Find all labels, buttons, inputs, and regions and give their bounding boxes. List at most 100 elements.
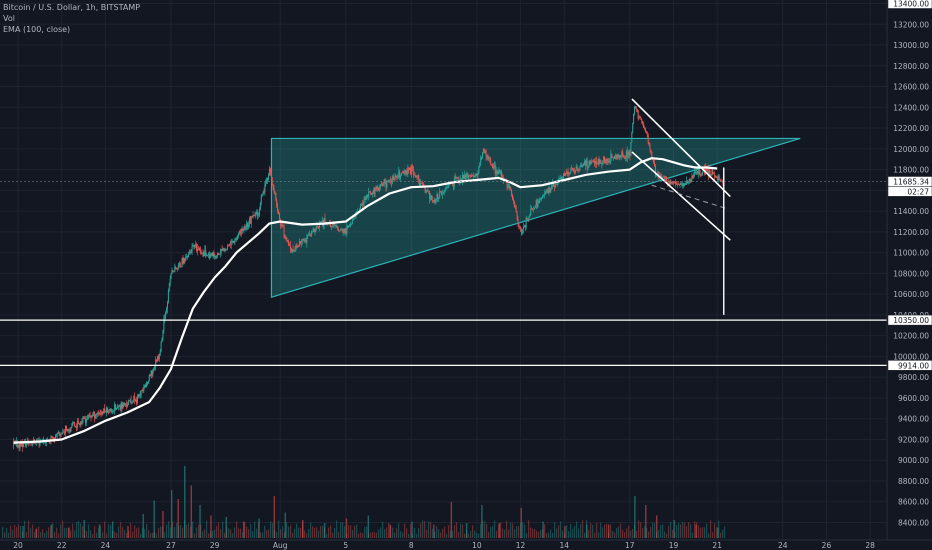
candle-body bbox=[116, 408, 118, 410]
candle-body bbox=[534, 205, 536, 208]
candle-body bbox=[390, 180, 392, 182]
volume-bar bbox=[96, 532, 98, 538]
candle-body bbox=[144, 384, 146, 387]
candle-body bbox=[410, 167, 412, 175]
candle-body bbox=[410, 166, 412, 175]
candle-body bbox=[346, 226, 348, 234]
volume-bar bbox=[584, 532, 586, 538]
volume-bar bbox=[562, 530, 564, 538]
volume-bar bbox=[348, 525, 350, 538]
candle-body bbox=[621, 151, 623, 156]
volume-bar bbox=[4, 532, 6, 538]
triangle-pattern[interactable] bbox=[270, 137, 801, 299]
price-axis[interactable]: 8400.00 8600.00 8800.00 9000.00 9200.00 9400.… bbox=[886, 0, 932, 550]
candle-body bbox=[76, 420, 78, 428]
candle-body bbox=[377, 187, 379, 190]
candle-body bbox=[607, 159, 609, 162]
candle-body bbox=[55, 434, 57, 436]
candle-body bbox=[126, 404, 128, 407]
candle-body bbox=[92, 414, 94, 417]
volume-bar bbox=[678, 523, 680, 538]
candle-body bbox=[94, 412, 96, 419]
candle-body bbox=[150, 370, 152, 377]
volume-bar bbox=[304, 530, 306, 538]
candle-body bbox=[587, 166, 589, 169]
candle-body bbox=[436, 194, 438, 200]
candle-body bbox=[592, 160, 594, 162]
candle-body bbox=[143, 386, 145, 391]
candle-body bbox=[209, 255, 211, 259]
volume-bar bbox=[216, 525, 218, 538]
volume-bar bbox=[256, 528, 258, 538]
candle-body bbox=[231, 241, 233, 242]
candle-body bbox=[614, 156, 616, 157]
candle-body bbox=[639, 117, 641, 119]
candle-body bbox=[615, 156, 617, 160]
volume-bar bbox=[206, 520, 208, 538]
candle-body bbox=[654, 166, 656, 176]
candle-body bbox=[360, 204, 362, 206]
candle-body bbox=[426, 190, 428, 192]
volume-bar bbox=[260, 532, 262, 538]
candle-body bbox=[433, 199, 435, 203]
volume-bar bbox=[692, 532, 694, 538]
volume-bar bbox=[180, 525, 182, 538]
time-axis[interactable]: 20 22 24 27 29 Aug 5 8 10 12 14 17 19 21 24 26 28 bbox=[0, 539, 932, 550]
volume-bar bbox=[242, 532, 244, 538]
volume-bar bbox=[270, 521, 272, 538]
candle-body bbox=[414, 175, 416, 177]
price-tick-label: 12400.00 bbox=[893, 103, 929, 112]
candle-body bbox=[570, 169, 572, 173]
price-label-box bbox=[887, 360, 932, 371]
candle-body bbox=[561, 176, 563, 181]
trend-drawings[interactable] bbox=[0, 98, 932, 366]
volume-spike bbox=[190, 485, 193, 538]
candle-body bbox=[235, 239, 237, 241]
volume-bar bbox=[268, 529, 270, 538]
volume-bar bbox=[658, 530, 660, 538]
channel-upper-line bbox=[631, 98, 731, 198]
candle-body bbox=[309, 234, 311, 236]
candle-body bbox=[525, 217, 527, 228]
candle-body bbox=[185, 256, 187, 261]
volume-bar bbox=[282, 526, 284, 538]
candle-body bbox=[400, 175, 402, 178]
volume-bar bbox=[292, 532, 294, 538]
candle-body bbox=[238, 230, 240, 234]
candle-body bbox=[303, 240, 305, 241]
candle-body bbox=[57, 432, 59, 434]
candle-body bbox=[91, 416, 93, 418]
volume-spike bbox=[225, 517, 227, 538]
volume-bar bbox=[308, 529, 310, 538]
volume-bar bbox=[474, 530, 476, 538]
candle-body bbox=[284, 237, 286, 238]
volume-bar bbox=[144, 529, 146, 538]
candle-body bbox=[392, 176, 394, 180]
candle-body bbox=[415, 176, 417, 178]
candle-body bbox=[158, 355, 160, 360]
candle-body bbox=[351, 219, 353, 224]
volume-bar bbox=[682, 522, 684, 538]
candle-body bbox=[407, 167, 409, 175]
volume-bar bbox=[248, 529, 250, 538]
candle-body bbox=[710, 174, 712, 176]
volume-bar bbox=[422, 520, 424, 538]
candle-body bbox=[604, 159, 606, 163]
candle-body bbox=[186, 256, 188, 258]
volume-bar bbox=[434, 531, 436, 538]
volume-bar bbox=[450, 530, 452, 538]
candle-body bbox=[239, 230, 241, 232]
volume-spike bbox=[50, 524, 53, 538]
candle-body bbox=[620, 155, 622, 157]
volume-bar bbox=[224, 532, 226, 538]
volume-bar bbox=[286, 522, 288, 538]
candle-body bbox=[80, 421, 82, 425]
candle-body bbox=[718, 176, 720, 181]
price-tick-label: 12800.00 bbox=[893, 62, 929, 71]
price-tick-label: 9800.00 bbox=[898, 373, 929, 382]
price-label-text: 02:27 bbox=[907, 187, 929, 196]
volume-bar bbox=[566, 525, 568, 538]
candle-body bbox=[560, 176, 562, 179]
candle-body bbox=[490, 159, 492, 165]
